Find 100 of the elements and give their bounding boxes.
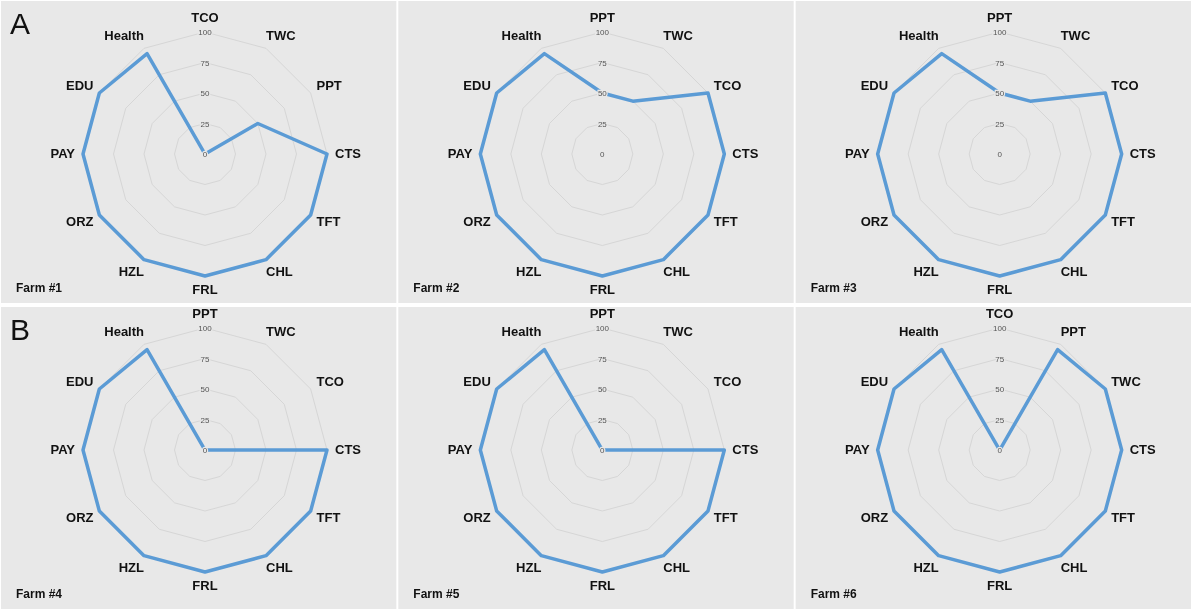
spoke-label: TWC bbox=[663, 324, 694, 340]
y-tick-label: 75 bbox=[200, 58, 210, 68]
spoke-label: CTS bbox=[335, 442, 362, 457]
text: A bbox=[10, 7, 31, 40]
spoke-label: PPT bbox=[192, 306, 218, 321]
y-tick-label: 50 bbox=[597, 385, 608, 394]
spoke-label: TWC bbox=[266, 28, 297, 44]
spoke-label: FRL bbox=[192, 282, 218, 297]
spoke-label: TFT bbox=[1111, 510, 1136, 525]
y-tick-label: 25 bbox=[200, 415, 210, 425]
y-tick-label: 100 bbox=[992, 28, 1007, 37]
spoke-label: HZL bbox=[118, 263, 145, 279]
y-tick-label: 100 bbox=[595, 324, 610, 333]
spoke-label: HZL bbox=[516, 559, 542, 575]
y-tick-label: 25 bbox=[995, 119, 1005, 129]
spoke-label: CTS bbox=[335, 146, 362, 161]
spoke-label: TCO bbox=[191, 10, 219, 25]
y-tick-label: 0 bbox=[997, 446, 1003, 455]
spoke-label: CHL bbox=[266, 559, 293, 575]
spoke-label: TFT bbox=[713, 214, 738, 229]
spoke-label: PPT bbox=[1060, 324, 1087, 340]
y-tick-label: 0 bbox=[600, 150, 606, 159]
spoke-label: CHL bbox=[1060, 559, 1088, 575]
spoke-label: TCO bbox=[316, 374, 344, 389]
spoke-label: PAY bbox=[845, 442, 870, 457]
text: Farm #6 bbox=[810, 587, 858, 601]
spoke-label: ORZ bbox=[860, 214, 889, 229]
y-tick-label: 25 bbox=[597, 415, 608, 425]
spoke-label: TWC bbox=[1111, 374, 1142, 389]
spoke-label: TWC bbox=[1060, 28, 1091, 44]
spoke-label: TFT bbox=[316, 510, 341, 525]
spoke-label: CHL bbox=[266, 263, 293, 279]
spoke-label: EDU bbox=[66, 78, 94, 93]
y-tick-label: 0 bbox=[202, 446, 208, 455]
spoke-label: EDU bbox=[463, 78, 491, 93]
y-tick-label: 100 bbox=[198, 28, 213, 37]
text: Farm #1 bbox=[16, 281, 63, 295]
spoke-label: EDU bbox=[66, 374, 94, 389]
spoke-label: Health bbox=[501, 28, 542, 44]
spoke-label: TCO bbox=[713, 374, 742, 389]
spoke-label: PAY bbox=[50, 146, 76, 161]
spoke-label: TCO bbox=[713, 78, 742, 93]
text: Farm #5 bbox=[413, 587, 460, 601]
spoke-label: ORZ bbox=[66, 510, 94, 525]
y-tick-label: 50 bbox=[200, 385, 210, 394]
y-tick-label: 100 bbox=[198, 324, 213, 333]
spoke-label: TFT bbox=[1111, 214, 1136, 229]
spoke-label: ORZ bbox=[66, 214, 94, 229]
spoke-label: ORZ bbox=[860, 510, 889, 525]
text: Farm #4 bbox=[16, 587, 63, 601]
y-tick-label: 100 bbox=[992, 324, 1007, 333]
spoke-label: PAY bbox=[447, 146, 473, 161]
spoke-label: HZL bbox=[516, 263, 542, 279]
spoke-label: PAY bbox=[447, 442, 473, 457]
spoke-label: ORZ bbox=[463, 510, 491, 525]
spoke-label: Health bbox=[501, 324, 542, 340]
spoke-label: CHL bbox=[1060, 263, 1088, 279]
spoke-label: FRL bbox=[192, 578, 218, 593]
spoke-label: EDU bbox=[860, 78, 889, 93]
y-tick-label: 0 bbox=[997, 150, 1003, 159]
spoke-label: TFT bbox=[713, 510, 738, 525]
spoke-label: Health bbox=[898, 28, 939, 44]
spoke-label: FRL bbox=[987, 282, 1013, 297]
y-tick-label: 75 bbox=[995, 354, 1005, 364]
spoke-label: PAY bbox=[845, 146, 870, 161]
spoke-label: CHL bbox=[663, 263, 691, 279]
spoke-label: Health bbox=[104, 324, 145, 340]
spoke-label: CTS bbox=[732, 146, 759, 161]
y-tick-label: 50 bbox=[995, 385, 1005, 394]
spoke-label: PPT bbox=[589, 10, 616, 25]
spoke-label: HZL bbox=[913, 559, 939, 575]
y-tick-label: 0 bbox=[600, 446, 606, 455]
y-tick-label: 75 bbox=[200, 354, 210, 364]
spoke-label: TCO bbox=[985, 306, 1014, 321]
spoke-label: CHL bbox=[663, 559, 691, 575]
spoke-label: PAY bbox=[50, 442, 76, 457]
spoke-label: CTS bbox=[1129, 442, 1156, 457]
spoke-label: EDU bbox=[860, 374, 889, 389]
spoke-label: PPT bbox=[589, 306, 616, 321]
y-tick-label: 75 bbox=[597, 58, 608, 68]
spoke-label: FRL bbox=[589, 578, 616, 593]
y-tick-label: 0 bbox=[202, 150, 208, 159]
y-tick-label: 25 bbox=[200, 119, 210, 129]
spoke-label: HZL bbox=[118, 559, 145, 575]
spoke-label: Health bbox=[898, 324, 939, 340]
spoke-label: EDU bbox=[463, 374, 491, 389]
spoke-label: CTS bbox=[1129, 146, 1156, 161]
spoke-label: TWC bbox=[663, 28, 694, 44]
spoke-label: ORZ bbox=[463, 214, 491, 229]
y-tick-label: 25 bbox=[597, 119, 608, 129]
spoke-label: Health bbox=[104, 28, 145, 44]
text: Farm #3 bbox=[810, 281, 858, 295]
spoke-label: PPT bbox=[987, 10, 1013, 25]
spoke-label: FRL bbox=[589, 282, 616, 297]
spoke-label: CTS bbox=[732, 442, 759, 457]
spoke-label: TCO bbox=[1111, 78, 1139, 93]
spoke-label: TWC bbox=[266, 324, 297, 340]
spoke-label: FRL bbox=[987, 578, 1013, 593]
y-tick-label: 25 bbox=[995, 415, 1005, 425]
y-tick-label: 75 bbox=[995, 58, 1005, 68]
